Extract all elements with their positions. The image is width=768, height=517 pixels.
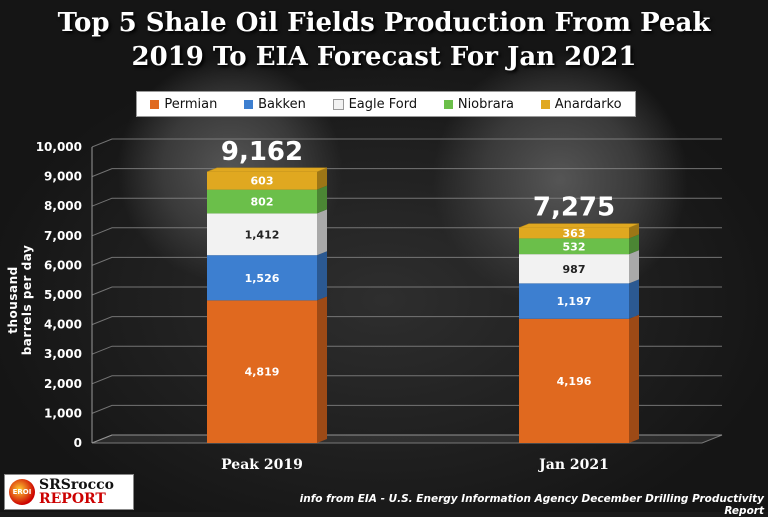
legend-item-permian: Permian <box>150 97 217 112</box>
legend-item-bakken: Bakken <box>244 97 306 112</box>
gridline <box>91 286 722 296</box>
legend-item-niobrara: Niobrara <box>443 96 515 112</box>
gridline <box>91 316 722 326</box>
gridline <box>91 256 722 266</box>
bar-side <box>317 296 327 443</box>
bar-total-label: 7,275 <box>533 193 615 223</box>
bar-side <box>317 251 327 301</box>
y-tick-label: 4,000 <box>44 318 82 332</box>
bar-top <box>206 167 328 173</box>
legend-item-anardarko: Anardarko <box>540 96 622 112</box>
y-tick-label: 3,000 <box>44 347 82 361</box>
y-tick-label: 0 <box>74 436 82 450</box>
bar-side <box>317 209 327 256</box>
bar-value-label: 802 <box>251 196 274 209</box>
bar-side <box>629 250 639 284</box>
y-tick-label: 2,000 <box>44 377 82 391</box>
legend-label: Eagle Ford <box>348 96 418 112</box>
bar-niobrara-0 <box>207 189 317 214</box>
legend-label: Permian <box>164 96 218 112</box>
x-category-label: Peak 2019 <box>221 457 303 473</box>
y-tick-label: 5,000 <box>44 288 82 302</box>
logo-text-line-1: SRSrocco <box>39 477 114 493</box>
bar-side <box>629 314 639 443</box>
bar-anardarko-1 <box>519 227 629 239</box>
bar-bakken-0 <box>207 255 317 301</box>
legend-swatch <box>332 98 344 110</box>
gridline <box>91 168 722 178</box>
logo-text-line-2: REPORT <box>39 491 106 507</box>
legend-swatch <box>150 99 160 109</box>
legend-swatch <box>244 99 254 109</box>
y-tick-label: 7,000 <box>44 229 82 243</box>
gridline <box>91 434 722 444</box>
bar-value-label: 1,526 <box>245 272 280 285</box>
bar-value-label: 603 <box>251 175 274 188</box>
bar-eagle-ford-0 <box>207 213 317 256</box>
legend: Permian Bakken Eagle Ford Niobrara Anardarko <box>136 91 636 117</box>
gridline <box>91 197 722 207</box>
title-line-2: 2019 To EIA Forecast For Jan 2021 <box>131 42 637 72</box>
gridline <box>91 375 722 385</box>
legend-swatch <box>443 99 453 109</box>
gridline <box>91 404 722 414</box>
y-tick-label: 6,000 <box>44 258 82 272</box>
legend-item-eagle-ford: Eagle Ford <box>332 96 418 112</box>
bar-value-label: 1,197 <box>557 295 592 308</box>
gridline <box>91 345 722 355</box>
legend-label: Bakken <box>258 96 306 112</box>
bar-value-label: 4,819 <box>245 366 280 379</box>
bar-eagle-ford-1 <box>519 254 629 284</box>
x-category-label: Jan 2021 <box>537 457 609 473</box>
bar-value-label: 1,412 <box>245 228 280 241</box>
bar-permian-0 <box>207 300 317 443</box>
y-tick-label: 10,000 <box>36 140 82 154</box>
srsrocco-logo: EROI SRSrocco REPORT <box>4 474 134 510</box>
legend-label: Anardarko <box>554 96 622 112</box>
legend-label: Niobrara <box>457 96 515 112</box>
bar-side <box>629 223 639 239</box>
bar-value-label: 987 <box>563 263 586 276</box>
legend-swatch <box>540 99 550 109</box>
title-line-1: Top 5 Shale Oil Fields Production From P… <box>57 8 711 38</box>
bar-value-label: 532 <box>563 240 586 253</box>
bar-side <box>317 167 327 190</box>
bar-total-label: 9,162 <box>221 137 303 167</box>
bar-permian-1 <box>519 318 629 443</box>
bar-value-label: 363 <box>563 227 586 240</box>
bar-side <box>317 185 327 214</box>
bar-niobrara-1 <box>519 238 629 255</box>
source-note: info from EIA - U.S. Energy Information … <box>299 493 764 517</box>
bar-side <box>629 279 639 319</box>
bar-anardarko-0 <box>207 171 317 190</box>
eroi-logo-icon: EROI <box>9 479 35 505</box>
y-tick-label: 9,000 <box>44 170 82 184</box>
y-tick-label: 1,000 <box>44 406 82 420</box>
bar-value-label: 4,196 <box>557 375 592 388</box>
gridline <box>91 227 722 237</box>
bar-bakken-1 <box>519 283 629 319</box>
gridline <box>91 138 722 148</box>
y-tick-label: 8,000 <box>44 199 82 213</box>
chart-title: Top 5 Shale Oil Fields Production From P… <box>0 6 768 74</box>
bar-side <box>629 234 639 255</box>
